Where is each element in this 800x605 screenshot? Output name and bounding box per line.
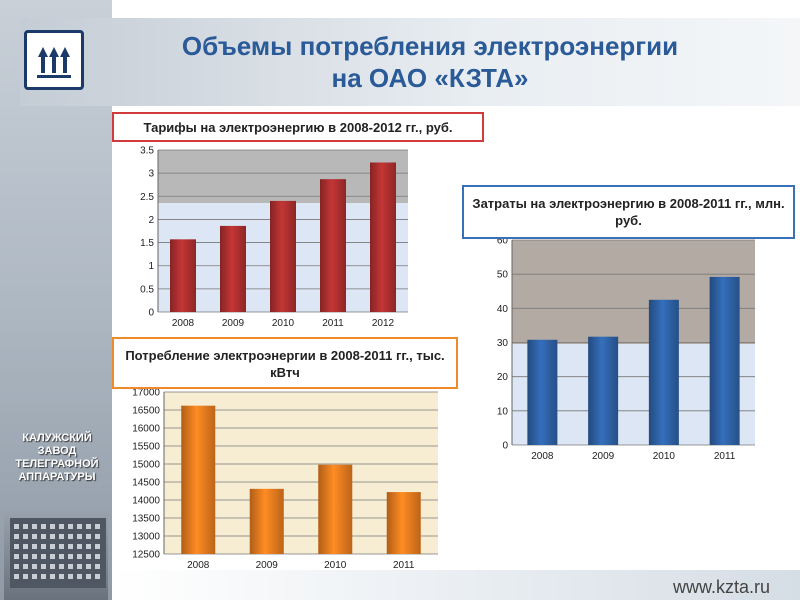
tariff-bar xyxy=(170,239,196,312)
title-bar xyxy=(20,18,800,106)
cost-plot-area-upper xyxy=(512,240,755,344)
consumption-bar xyxy=(318,464,353,554)
consumption-y-tick-label: 15500 xyxy=(132,442,160,453)
tariff-y-tick-label: 2 xyxy=(148,215,154,226)
cost-x-tick-label: 2008 xyxy=(531,451,554,462)
tariff-plot-area-upper xyxy=(158,150,408,203)
consumption-y-tick-label: 12500 xyxy=(132,550,160,561)
consumption-bar xyxy=(181,405,216,554)
cost-y-tick-label: 0 xyxy=(502,441,508,452)
footer-band xyxy=(112,570,800,600)
consumption-y-tick-label: 17000 xyxy=(132,388,160,399)
tariff-y-tick-label: 3.5 xyxy=(140,146,154,157)
consumption-y-tick-label: 13000 xyxy=(132,532,160,543)
cost-y-tick-label: 10 xyxy=(497,406,509,417)
company-name-line: АППАРАТУРЫ xyxy=(18,471,96,483)
company-name-line: ЗАВОД xyxy=(37,445,77,457)
consumption-y-tick-label: 15000 xyxy=(132,460,160,471)
tariff-y-tick-label: 1.5 xyxy=(140,238,154,249)
website-link[interactable]: www.kzta.ru xyxy=(672,577,770,597)
company-name: КАЛУЖСКИЙ ЗАВОД ТЕЛЕГРАФНОЙ АППАРАТУРЫ xyxy=(6,432,108,484)
tariff-bar xyxy=(320,179,346,312)
consumption-y-tick-label: 13500 xyxy=(132,514,160,525)
consumption-y-tick-label: 14000 xyxy=(132,496,160,507)
consumption-y-tick-label: 16000 xyxy=(132,424,160,435)
cost-bar xyxy=(527,339,558,445)
company-name-line: КАЛУЖСКИЙ xyxy=(22,432,92,444)
cost-bar xyxy=(588,336,619,445)
cost-chart-title: Затраты на электроэнергию в 2008-2011 гг… xyxy=(462,185,795,239)
cost-y-tick-label: 40 xyxy=(497,304,509,315)
cost-y-tick-label: 20 xyxy=(497,372,509,383)
tariff-y-tick-label: 0.5 xyxy=(140,284,154,295)
tariff-plot-area-lower xyxy=(158,203,408,312)
cost-bar xyxy=(709,276,740,445)
consumption-chart-title: Потребление электроэнергии в 2008-2011 г… xyxy=(112,337,458,389)
tariff-y-tick-label: 3 xyxy=(148,169,154,180)
consumption-bar xyxy=(249,488,284,554)
tariff-bar xyxy=(270,200,296,312)
tariff-y-tick-label: 2.5 xyxy=(140,192,154,203)
cost-x-tick-label: 2011 xyxy=(714,451,736,462)
cost-x-tick-label: 2010 xyxy=(653,451,676,462)
cost-y-tick-label: 30 xyxy=(497,338,509,349)
tariff-y-tick-label: 0 xyxy=(148,308,154,319)
tariff-x-tick-label: 2010 xyxy=(272,318,295,329)
consumption-plot-area xyxy=(164,392,438,554)
company-name-line: ТЕЛЕГРАФНОЙ xyxy=(15,458,99,470)
company-logo xyxy=(24,30,84,90)
factory-building-image xyxy=(4,510,108,600)
tariff-x-tick-label: 2011 xyxy=(322,318,344,329)
logo-icon xyxy=(37,47,71,78)
consumption-y-tick-label: 16500 xyxy=(132,406,160,417)
building-icon xyxy=(10,518,106,588)
page-title: Объемы потребления электроэнергии на ОАО… xyxy=(100,30,760,94)
cost-plot-area-lower xyxy=(512,344,755,445)
cost-y-tick-label: 50 xyxy=(497,270,509,281)
tariff-x-tick-label: 2012 xyxy=(372,318,395,329)
tariff-chart-title: Тарифы на электроэнергию в 2008-2012 гг.… xyxy=(112,112,484,142)
tariff-x-tick-label: 2009 xyxy=(222,318,245,329)
consumption-y-tick-label: 14500 xyxy=(132,478,160,489)
title-line-2: на ОАО «КЗТА» xyxy=(331,63,529,93)
cost-bar xyxy=(648,299,679,445)
title-line-1: Объемы потребления электроэнергии xyxy=(181,31,679,61)
tariff-y-tick-label: 1 xyxy=(148,261,154,272)
tariff-bar xyxy=(370,162,396,312)
cost-x-tick-label: 2009 xyxy=(592,451,615,462)
consumption-bar xyxy=(386,492,421,554)
tariff-bar xyxy=(220,225,246,312)
tariff-x-tick-label: 2008 xyxy=(172,318,195,329)
